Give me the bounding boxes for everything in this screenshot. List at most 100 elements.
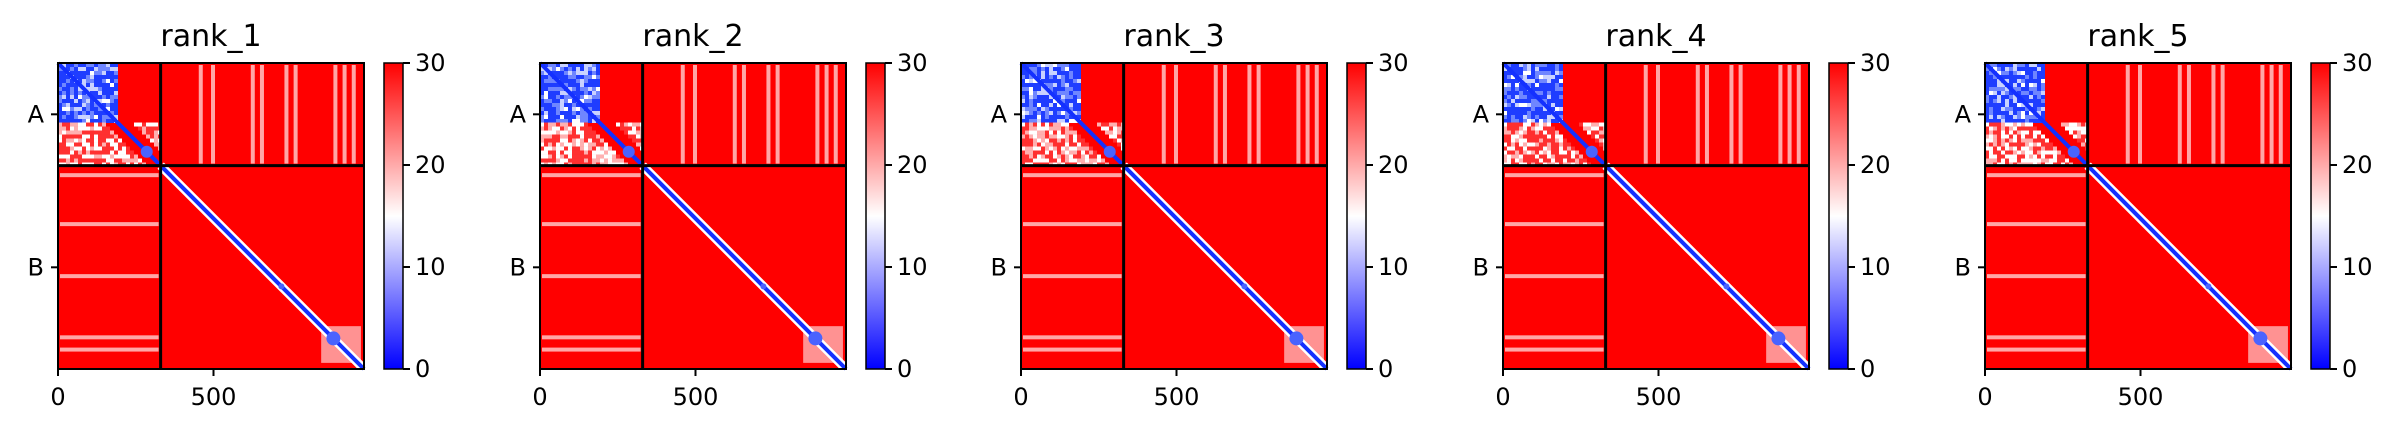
- heatmap-cell: [1069, 130, 1073, 135]
- heatmap-cell: [1503, 138, 1507, 143]
- heatmap-cell: [1061, 158, 1065, 163]
- heatmap-cell: [1077, 95, 1081, 99]
- heatmap-cell: [1029, 103, 1033, 107]
- heatmap-cell: [1029, 158, 1033, 163]
- heatmap-cell: [66, 91, 70, 95]
- heatmap-cell: [544, 154, 548, 159]
- heatmap-cell: [1053, 150, 1057, 155]
- heatmap-cell: [1033, 107, 1037, 111]
- heatmap-cell: [580, 154, 584, 159]
- heatmap-cell: [2013, 103, 2017, 107]
- heatmap-cell: [1519, 122, 1523, 127]
- heatmap-cell: [1511, 83, 1515, 87]
- heatmap-cell: [552, 126, 556, 131]
- heatmap-cell: [1045, 146, 1049, 151]
- heatmap-cell: [1049, 99, 1053, 103]
- heatmap-cell: [1105, 122, 1109, 127]
- heatmap-cell: [1025, 79, 1029, 83]
- heatmap-cell: [592, 134, 596, 139]
- heatmap-cell: [576, 91, 580, 95]
- heatmap-cell: [1089, 154, 1093, 159]
- heatmap-cell: [74, 158, 78, 163]
- heatmap-cell: [90, 142, 94, 147]
- heatmap-cell: [568, 83, 572, 87]
- heatmap-cell: [1037, 126, 1041, 131]
- heatmap-cell: [2037, 111, 2041, 115]
- heatmap-cell: [1503, 122, 1507, 127]
- pae-band: [1023, 222, 1122, 227]
- heatmap-cell: [1057, 126, 1061, 131]
- heatmap-cell: [2025, 146, 2029, 151]
- heatmap-cell: [2033, 95, 2037, 99]
- heatmap-cell: [1511, 122, 1515, 127]
- pae-stripe: [732, 65, 737, 164]
- heatmap-cell: [1069, 103, 1073, 107]
- heatmap-cell: [544, 107, 548, 111]
- heatmap-cell: [1515, 122, 1519, 127]
- heatmap-cell: [1543, 115, 1547, 119]
- heatmap-cell: [70, 71, 74, 75]
- heatmap-cell: [576, 154, 580, 159]
- heatmap-cell: [1997, 126, 2001, 131]
- heatmap-cell: [58, 158, 62, 163]
- heatmap-cell: [1599, 138, 1603, 143]
- heatmap-cell: [110, 111, 114, 115]
- heatmap-cell: [78, 91, 82, 95]
- heatmap-cell: [1559, 138, 1563, 143]
- heatmap-cell: [624, 122, 628, 127]
- heatmap-cell: [1021, 122, 1025, 127]
- heatmap-cell: [1507, 130, 1511, 135]
- heatmap-cell: [1021, 150, 1025, 155]
- heatmap-cell: [78, 146, 82, 151]
- heatmap-cell: [1539, 134, 1543, 139]
- heatmap-cell: [154, 126, 158, 131]
- heatmap-cell: [90, 119, 94, 123]
- heatmap-cell: [1993, 63, 1997, 67]
- heatmap-cell: [1989, 158, 1993, 163]
- heatmap-cell: [1539, 154, 1543, 159]
- pae-band: [542, 347, 641, 352]
- heatmap-cell: [2021, 83, 2025, 87]
- heatmap-cell: [580, 142, 584, 147]
- heatmap-cell: [564, 122, 568, 127]
- heatmap-cell: [1993, 115, 1997, 119]
- heatmap-cell: [616, 154, 620, 159]
- heatmap-cell: [1547, 122, 1551, 127]
- heatmap-cell: [2025, 67, 2029, 71]
- heatmap-cell: [1559, 99, 1563, 103]
- heatmap-cell: [1511, 99, 1515, 103]
- heatmap-cell: [1041, 91, 1045, 95]
- heatmap-cell: [1591, 134, 1595, 139]
- heatmap-cell: [58, 107, 62, 111]
- plot-frame: [57, 62, 365, 370]
- heatmap-cell: [1041, 134, 1045, 139]
- heatmap-cell: [544, 122, 548, 127]
- heatmap-cell: [1551, 107, 1555, 111]
- heatmap-cell: [540, 71, 544, 75]
- pae-band: [1505, 335, 1604, 340]
- heatmap-cell: [1519, 99, 1523, 103]
- colorbar-tick-label: 20: [2342, 151, 2373, 179]
- colorbar-tick-label: 0: [1860, 355, 1875, 383]
- pae-stripe: [741, 65, 746, 164]
- heatmap-cell: [1555, 150, 1559, 155]
- heatmap-cell: [86, 115, 90, 119]
- heatmap-cell: [572, 122, 576, 127]
- heatmap-cell: [1989, 115, 1993, 119]
- heatmap-cell: [1579, 154, 1583, 159]
- heatmap-cell: [70, 87, 74, 91]
- heatmap-cell: [58, 119, 62, 123]
- heatmap-cell: [62, 115, 66, 119]
- heatmap-cell: [102, 154, 106, 159]
- heatmap-cell: [2041, 146, 2045, 151]
- heatmap-cell: [1049, 75, 1053, 79]
- heatmap-cell: [150, 134, 154, 139]
- heatmap-cell: [632, 134, 636, 139]
- heatmap-cell: [572, 142, 576, 147]
- pae-stripe: [1796, 65, 1801, 164]
- heatmap-cell: [2009, 146, 2013, 151]
- heatmap-cell: [608, 154, 612, 159]
- heatmap-cell: [1061, 122, 1065, 127]
- heatmap-cell: [1097, 158, 1101, 163]
- heatmap-cell: [1567, 142, 1571, 147]
